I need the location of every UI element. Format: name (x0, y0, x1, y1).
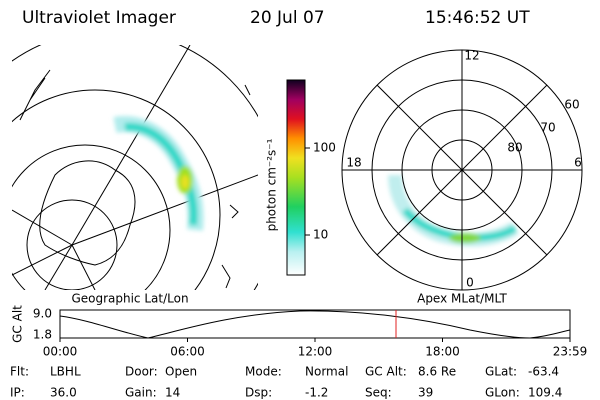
info-value: 14 (165, 386, 180, 400)
orbit-ylabel: GC Alt (11, 305, 25, 343)
orbit-xtick-label: 23:59 (553, 345, 588, 359)
info-label: IP: (10, 386, 25, 400)
info-label: Door: (125, 365, 158, 379)
left-panel-label: Geographic Lat/Lon (71, 292, 188, 306)
info-value: 109.4 (528, 386, 562, 400)
info-label: GLat: (485, 365, 517, 379)
info-label: Gain: (125, 386, 157, 400)
polar-grid (341, 49, 583, 291)
mlt-label: 6 (574, 156, 582, 170)
aurora-geo (113, 116, 204, 231)
info-value: 36.0 (50, 386, 77, 400)
orbit-ytick: 1.8 (33, 328, 52, 342)
info-value: Open (165, 365, 197, 379)
time: 15:46:52 UT (425, 8, 530, 28)
orbit-xtick-label: 12:00 (298, 345, 333, 359)
orbit-xtick-label: 00:00 (43, 345, 78, 359)
mlt-label: 18 (346, 156, 361, 170)
colorbar (286, 79, 306, 276)
colorbar-tick-label: 100 (313, 141, 336, 155)
colorbar-label: photon cm⁻²s⁻¹ (265, 138, 279, 231)
info-value: -63.4 (528, 365, 559, 379)
orbit-xtick-label: 06:00 (170, 345, 205, 359)
geographic-map (12, 45, 258, 290)
colorbar-tick-label: 10 (313, 228, 328, 242)
orbit-xtick-label: 18:00 (425, 345, 460, 359)
instrument: Ultraviolet Imager (22, 8, 176, 28)
date: 20 Jul 07 (250, 8, 325, 28)
orbit-ytick: 9.0 (33, 307, 52, 321)
info-label: GC Alt: (365, 365, 407, 379)
info-value: LBHL (50, 365, 81, 379)
aurora-polar (388, 174, 519, 247)
info-label: Flt: (10, 365, 29, 379)
info-value: 39 (418, 386, 433, 400)
orbit-curve (59, 310, 571, 339)
right-panel-label: Apex MLat/MLT (417, 292, 507, 306)
info-label: Dsp: (245, 386, 272, 400)
info-label: Seq: (365, 386, 392, 400)
info-value: 8.6 Re (418, 365, 456, 379)
mlt-label: 0 (466, 276, 474, 290)
info-value: Normal (305, 365, 348, 379)
info-label: GLon: (485, 386, 520, 400)
mlt-label: 12 (464, 49, 479, 63)
info-label: Mode: (245, 365, 282, 379)
info-value: -1.2 (305, 386, 328, 400)
lat-label: 70 (540, 121, 555, 135)
lat-label: 60 (564, 98, 579, 112)
lat-label: 80 (507, 141, 522, 155)
